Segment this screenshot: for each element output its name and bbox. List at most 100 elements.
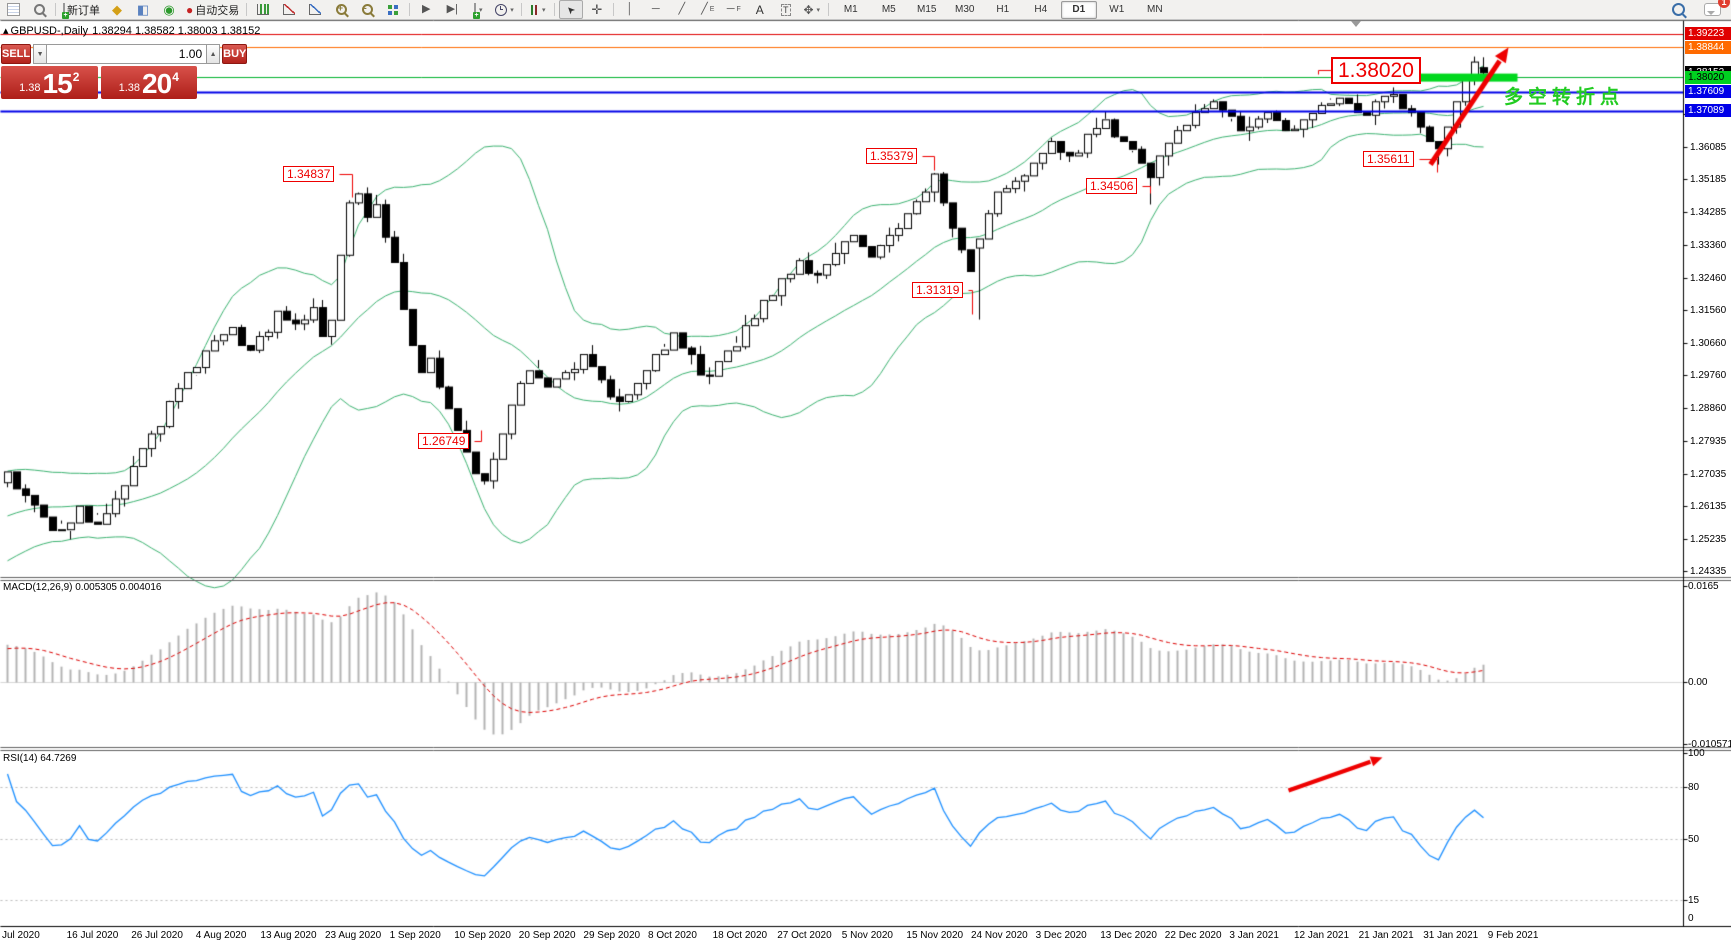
date-tick-label[interactable]: 13 Dec 2020 xyxy=(1100,930,1157,941)
date-tick-label[interactable]: 12 Jan 2021 xyxy=(1294,930,1350,941)
chart-collapse-icon[interactable]: ▴ xyxy=(3,25,9,37)
date-tick-label[interactable]: 8 Oct 2020 xyxy=(648,930,697,941)
rsi-tick-label: 0 xyxy=(1688,913,1694,924)
timeframe-m15[interactable]: M15 xyxy=(917,4,937,15)
indicators-icon[interactable] xyxy=(251,0,275,19)
new-chart-icon[interactable]: + ▾ xyxy=(466,0,490,19)
volume-decrease-button[interactable]: ▼ xyxy=(33,44,48,64)
zoom-out-icon[interactable]: - xyxy=(355,0,379,19)
separator xyxy=(827,3,829,16)
autotrading-dot-icon: ● xyxy=(186,2,194,17)
date-tick-label[interactable]: 18 Oct 2020 xyxy=(712,930,768,941)
notifications-button[interactable]: 1 xyxy=(1700,0,1730,19)
timeframe-h4[interactable]: H4 xyxy=(1034,4,1048,15)
autotrading-button[interactable]: ● 自动交易 xyxy=(183,0,242,19)
date-tick-label[interactable]: 24 Nov 2020 xyxy=(971,930,1028,941)
price-tick-label: 1.32460 xyxy=(1690,272,1727,284)
buy-price-point: 4 xyxy=(172,70,179,84)
date-tick-label[interactable]: 4 Aug 2020 xyxy=(195,930,247,941)
market-watch-icon[interactable]: ◆ xyxy=(112,2,122,17)
arrows-tool-icon[interactable]: ✥ ▾ xyxy=(803,2,821,17)
annotation-box: 1.38020 xyxy=(1331,57,1421,84)
buy-button[interactable]: BUY xyxy=(222,44,248,64)
text-label-icon[interactable]: T xyxy=(781,3,791,16)
date-tick-label[interactable]: 26 Jul 2020 xyxy=(131,930,183,941)
date-tick-label[interactable]: 10 Sep 2020 xyxy=(454,930,511,941)
timeframe-mn[interactable]: MN xyxy=(1146,4,1163,15)
level-price-label: 1.39223 xyxy=(1685,27,1731,41)
rsi-indicator-label: RSI(14) 64.7269 xyxy=(3,753,77,764)
oscillators-icon[interactable] xyxy=(277,0,301,19)
macd-tick-label: 0.0165 xyxy=(1688,581,1719,592)
buy-price-display[interactable]: 1.38 20 4 xyxy=(100,66,197,99)
timeframe-m1[interactable]: M1 xyxy=(843,4,858,15)
chart-type-icon[interactable]: ▾ xyxy=(526,0,550,19)
cursor-icon[interactable]: ➤ xyxy=(558,0,583,19)
volume-input[interactable] xyxy=(47,44,207,64)
rsi-tick-label: 50 xyxy=(1688,834,1700,846)
date-tick-label[interactable]: 29 Sep 2020 xyxy=(583,930,641,941)
volume-increase-button[interactable]: ▲ xyxy=(206,44,221,64)
price-tick-label: 1.29760 xyxy=(1690,370,1727,382)
date-tick-label[interactable]: 9 Feb 2021 xyxy=(1487,930,1539,941)
chart-title: ▴ GBPUSD-,Daily 1.38294 1.38582 1.38003 1.… xyxy=(3,24,260,37)
separator xyxy=(612,3,614,16)
date-tick-label[interactable]: 5 Nov 2020 xyxy=(841,930,893,941)
sell-price-point: 2 xyxy=(72,70,80,84)
date-tick-label[interactable]: 1 Sep 2020 xyxy=(389,930,441,941)
date-tick-label[interactable]: 20 Sep 2020 xyxy=(518,930,576,941)
one-click-trade-panel: SELL ▼ ▲ BUY 1.38 15 2 1.38 20 4 xyxy=(1,44,248,99)
level-price-label: 1.37609 xyxy=(1685,85,1731,99)
horizontal-line-icon[interactable]: ─ xyxy=(651,3,660,15)
sell-price-display[interactable]: 1.38 15 2 xyxy=(1,66,98,99)
sell-price-whole: 1.38 xyxy=(19,82,41,94)
zoom-in-icon[interactable]: + xyxy=(329,0,353,19)
equidistant-channel-icon[interactable]: ╱ E xyxy=(701,3,715,15)
macd-tick-label: 0.00 xyxy=(1688,677,1708,688)
chart-shift-icon[interactable]: ▶| xyxy=(446,3,458,15)
date-tick-label[interactable]: 3 Dec 2020 xyxy=(1035,930,1087,941)
timeframe-h1[interactable]: H1 xyxy=(996,4,1010,15)
line-studies-icon[interactable] xyxy=(303,0,327,19)
profiles-clock-icon[interactable]: ▾ xyxy=(492,0,517,19)
timeframe-d1[interactable]: D1 xyxy=(1060,0,1097,19)
date-tick-label[interactable]: 27 Oct 2020 xyxy=(777,930,832,941)
timeframe-m30[interactable]: M30 xyxy=(955,4,975,15)
tile-windows-icon[interactable] xyxy=(381,0,405,19)
trendline-icon[interactable]: ╱ xyxy=(678,3,686,15)
chart-window-icon[interactable] xyxy=(1,0,25,19)
text-icon[interactable]: A xyxy=(755,2,764,17)
date-tick-label[interactable]: 21 Jan 2021 xyxy=(1358,930,1414,941)
sell-button[interactable]: SELL xyxy=(1,44,32,64)
date-tick-label[interactable]: 22 Dec 2020 xyxy=(1164,930,1222,941)
fibonacci-icon[interactable]: ─ F xyxy=(726,3,741,15)
date-tick-label[interactable]: 31 Jan 2021 xyxy=(1423,930,1479,941)
crosshair-icon[interactable]: ✛ xyxy=(591,2,603,17)
plus-icon: + xyxy=(62,11,69,19)
date-tick-label[interactable]: 3 Jan 2021 xyxy=(1229,930,1279,941)
search-icon[interactable] xyxy=(1666,0,1690,19)
price-tick-label: 1.27035 xyxy=(1690,468,1727,480)
buy-price-pips: 20 xyxy=(142,68,172,99)
chart-shift-marker-icon[interactable] xyxy=(1351,21,1361,27)
timeframe-w1[interactable]: W1 xyxy=(1109,4,1125,15)
macd-indicator-label: MACD(12,26,9) 0.005305 0.004016 xyxy=(3,582,162,593)
date-tick-label[interactable]: 13 Aug 2020 xyxy=(260,930,317,941)
date-tick-label[interactable]: 16 Jul 2020 xyxy=(66,930,119,941)
price-tick-label: 1.25235 xyxy=(1690,533,1727,545)
date-tick-label[interactable]: 23 Aug 2020 xyxy=(325,930,382,941)
vertical-line-icon[interactable]: │ xyxy=(626,3,634,15)
separator xyxy=(520,3,522,16)
separator xyxy=(246,3,248,16)
auto-scroll-icon[interactable]: ▶ xyxy=(422,3,431,15)
date-tick-label[interactable]: Jul 2020 xyxy=(2,930,40,941)
print-preview-icon[interactable] xyxy=(27,0,51,19)
new-order-button[interactable]: + 新订单 xyxy=(60,0,103,19)
timeframe-m5[interactable]: M5 xyxy=(881,4,896,15)
date-tick-label[interactable]: 15 Nov 2020 xyxy=(906,930,964,941)
data-window-icon[interactable]: ◧ xyxy=(136,2,150,17)
signals-icon[interactable]: ◉ xyxy=(163,2,175,17)
new-order-label: 新订单 xyxy=(67,4,100,17)
rsi-tick-label: 100 xyxy=(1688,747,1705,759)
